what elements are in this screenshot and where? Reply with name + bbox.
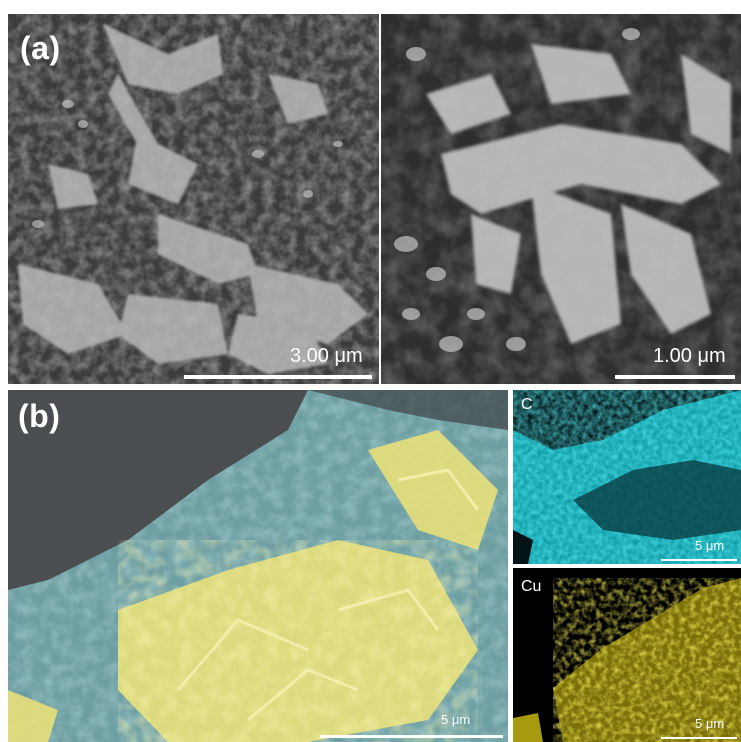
copper-map-texture xyxy=(513,568,741,742)
eds-map-copper: Cu 5 μm xyxy=(513,568,741,742)
eds-overlay-texture xyxy=(8,390,508,742)
carbon-map-texture xyxy=(513,390,741,564)
scale-bar-b-main xyxy=(320,735,503,738)
carbon-element-label: C xyxy=(521,396,533,413)
sem-dendrite-closeup-texture xyxy=(381,14,741,384)
panel-b-label: (b) xyxy=(18,398,61,434)
copper-element-label: Cu xyxy=(521,578,542,595)
sem-dendrite-texture xyxy=(8,14,379,384)
panel-a-label: (a) xyxy=(20,30,61,66)
scale-bar-label-carbon: 5 μm xyxy=(695,538,725,553)
sem-image-high-magnification: 1.00 μm xyxy=(381,14,741,384)
scale-bar-label-copper: 5 μm xyxy=(695,716,725,731)
scale-bar-copper xyxy=(661,737,737,739)
scale-bar-label-b-main: 5 μm xyxy=(441,712,471,727)
sem-image-low-magnification: (a) 3.00 μm xyxy=(8,14,379,384)
scale-bar-carbon xyxy=(661,559,737,561)
scale-bar-a-left xyxy=(184,375,372,379)
eds-overlay-image: (b) 5 μm xyxy=(8,390,508,742)
scale-bar-label-a-left: 3.00 μm xyxy=(290,345,363,367)
scale-bar-label-a-right: 1.00 μm xyxy=(653,345,726,367)
eds-map-carbon: C 5 μm xyxy=(513,390,741,564)
scale-bar-a-right xyxy=(615,375,735,379)
